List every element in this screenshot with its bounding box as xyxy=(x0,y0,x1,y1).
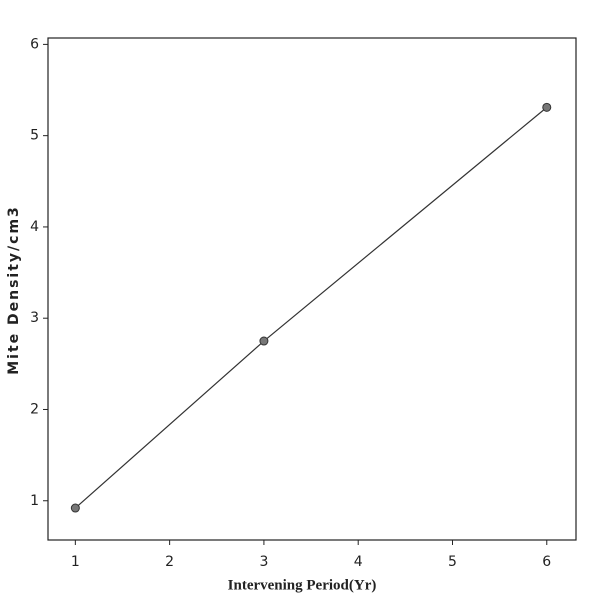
x-tick-label: 6 xyxy=(542,554,551,570)
y-tick-label: 2 xyxy=(30,401,39,417)
series-line xyxy=(74,106,548,509)
x-axis-title: Intervening Period(Yr) xyxy=(228,577,377,593)
x-tick-label: 3 xyxy=(259,554,268,570)
data-point xyxy=(259,336,269,346)
data-point xyxy=(70,503,80,513)
y-axis-title: Mite Density/cm3 xyxy=(6,205,22,375)
x-tick-label: 2 xyxy=(165,554,174,570)
y-tick-label: 4 xyxy=(30,219,39,235)
y-tick-label: 3 xyxy=(30,310,39,326)
data-point xyxy=(542,102,552,112)
x-tick-label: 4 xyxy=(354,554,363,570)
x-tick-label: 5 xyxy=(448,554,457,570)
y-tick-label: 1 xyxy=(30,493,39,509)
y-tick-label: 5 xyxy=(30,128,39,144)
y-tick-label: 6 xyxy=(30,36,39,52)
x-tick-label: 1 xyxy=(71,554,80,570)
plot-frame xyxy=(47,37,577,541)
